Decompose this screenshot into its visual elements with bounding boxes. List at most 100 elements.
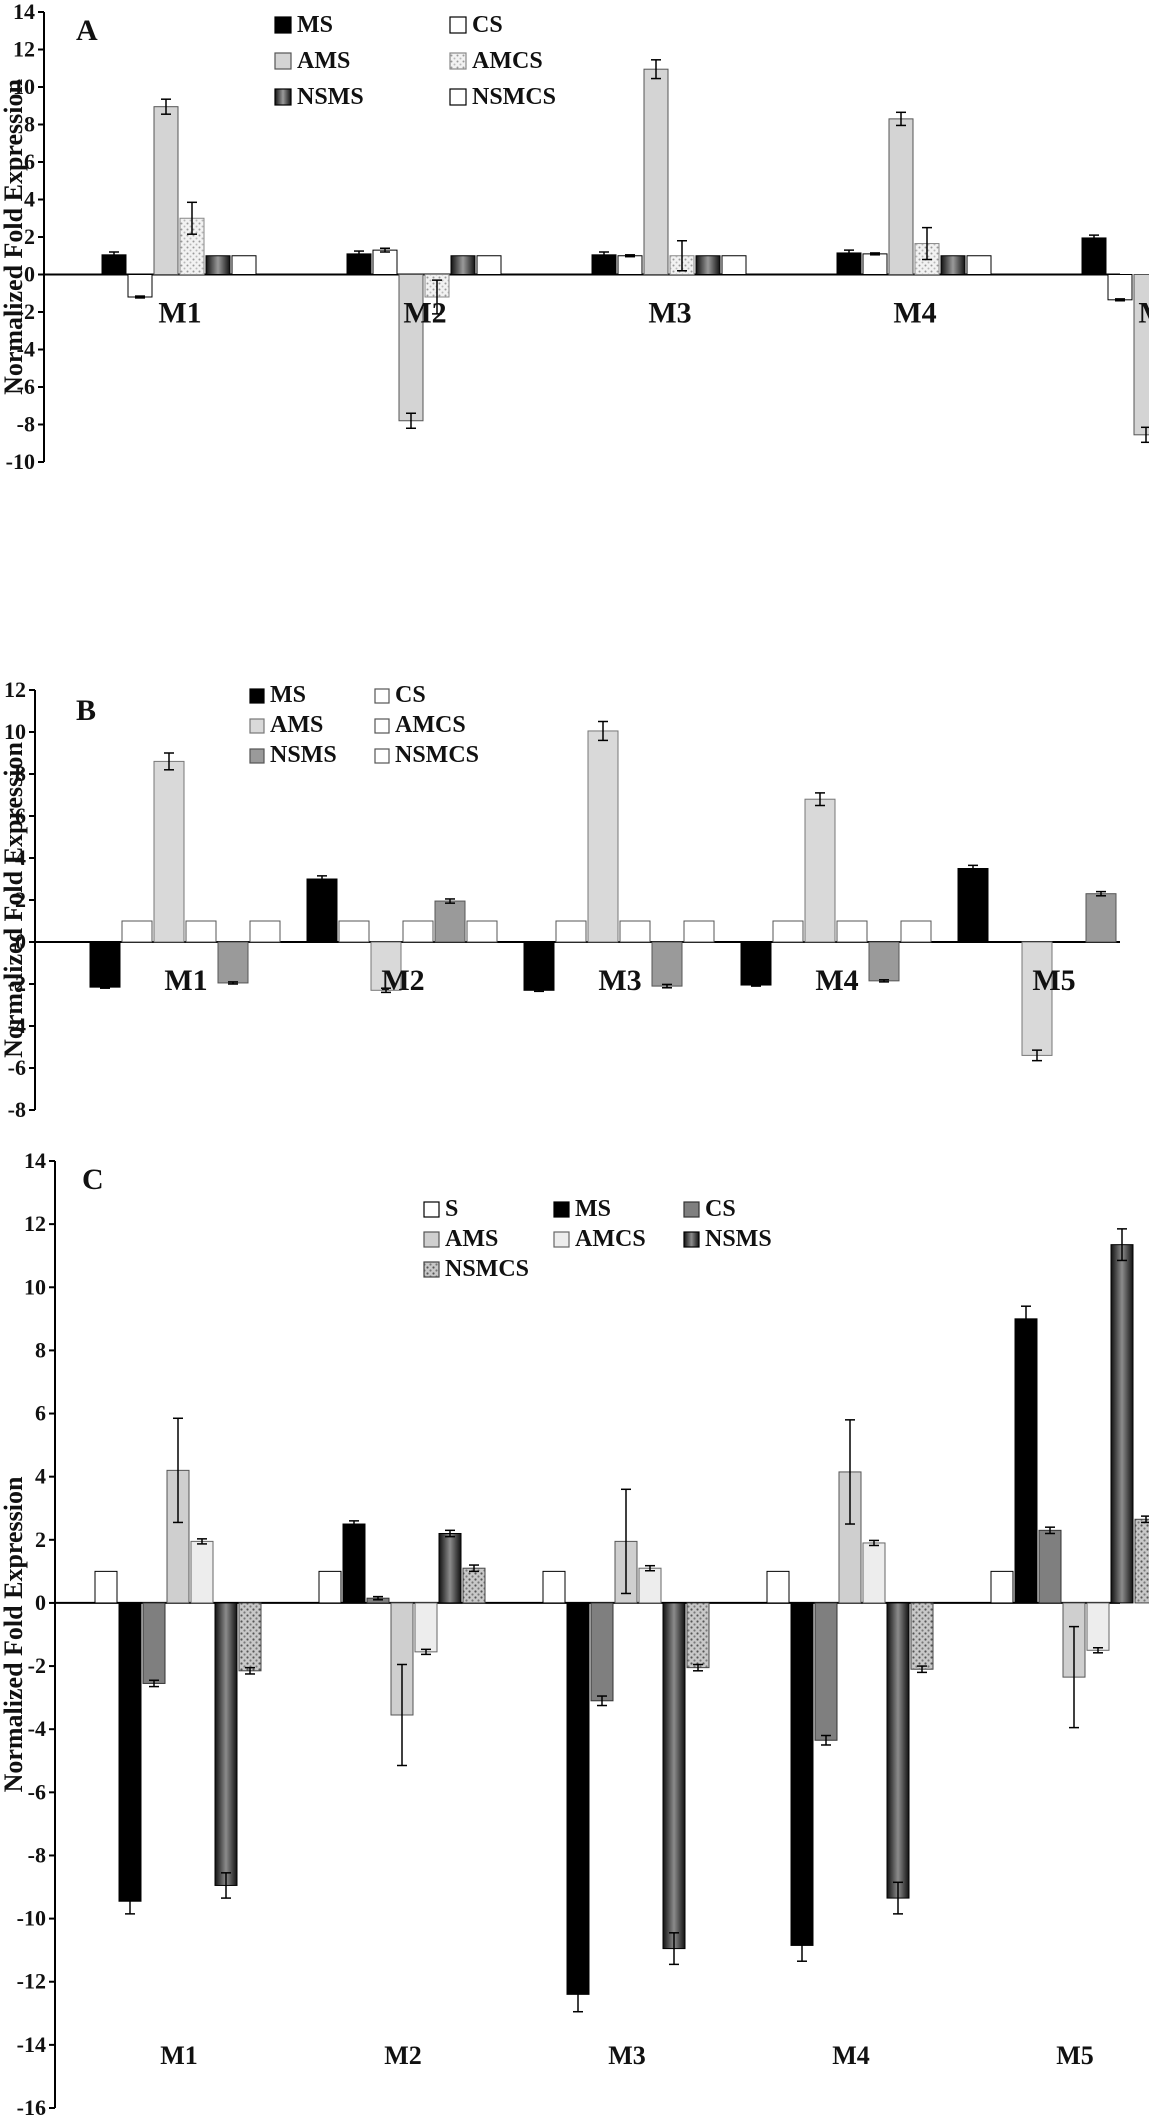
legend-label: NSMS xyxy=(297,84,364,110)
legend-label: NSMCS xyxy=(472,84,556,110)
bar-ams-m1 xyxy=(153,760,185,943)
legend-label: NSMCS xyxy=(445,1256,529,1282)
bar-nsms-m3 xyxy=(662,1602,686,1950)
category-label-m4: M4 xyxy=(893,297,936,330)
y-tick-label: -2 xyxy=(17,299,35,324)
y-tick-label: 8 xyxy=(24,112,35,137)
bar-nsmcs-m3 xyxy=(683,920,715,943)
category-label-m5: M5 xyxy=(1056,2041,1094,2070)
legend-item-ms: MS xyxy=(274,12,333,38)
y-axis-label: Normalized Fold Expression xyxy=(0,79,28,395)
y-tick-label: -10 xyxy=(6,449,35,474)
bar-nsms-m1 xyxy=(205,255,231,275)
bar-cs-m1 xyxy=(142,1602,166,1684)
category-label-m3: M3 xyxy=(608,2041,646,2070)
y-tick-label: 0 xyxy=(24,262,35,287)
bar-group-m3: M3 xyxy=(523,720,715,997)
y-tick-label: -2 xyxy=(28,1653,46,1678)
bar-cs-m5 xyxy=(1038,1529,1062,1604)
bar-nsmcs-m2 xyxy=(462,1567,486,1604)
legend-item-ams: AMS xyxy=(423,1226,498,1252)
bar-cs-m3 xyxy=(590,1602,614,1702)
bar-nsms-m1 xyxy=(217,941,249,984)
category-label-m4: M4 xyxy=(815,964,858,997)
bar-nsms-m2 xyxy=(434,900,466,943)
bar-ams-m4 xyxy=(888,118,914,275)
bar-group-m5: M5 xyxy=(1081,234,1149,444)
bar-group-m2: M2 xyxy=(346,247,502,429)
legend-label: MS xyxy=(297,12,333,38)
legend-swatch xyxy=(249,688,265,704)
bar-nsms-m3 xyxy=(651,941,683,987)
y-tick-label: -4 xyxy=(8,1013,26,1038)
bar-ms-m5 xyxy=(957,868,989,943)
y-tick-label: -10 xyxy=(17,1906,46,1931)
legend-item-nsms: NSMS xyxy=(683,1226,772,1252)
bar-nsms-m5 xyxy=(1085,893,1117,943)
category-label-m4: M4 xyxy=(832,2041,870,2070)
bar-cs-m2 xyxy=(338,920,370,943)
bar-ams-m4 xyxy=(804,798,836,943)
bar-nsms-m3 xyxy=(695,255,721,275)
y-tick-label: 10 xyxy=(13,74,35,99)
y-tick-label: 10 xyxy=(4,719,26,744)
legend-label: AMS xyxy=(297,48,350,74)
chart-panel-c: 14 12 10 8 6 4 2 0 -2 -4 -6 -8 -10 -12 -14 -16 Normalize… xyxy=(0,1148,1149,2120)
y-tick-label: 14 xyxy=(24,1148,46,1173)
bar-nsmcs-m3 xyxy=(721,255,747,275)
legend-item-cs: CS xyxy=(449,12,503,38)
chart-panel-a: 14 12 10 8 6 4 2 0 -2 -4 -6 -8 -10 Normalized Fold Ex… xyxy=(0,0,1149,474)
legend-swatch xyxy=(553,1201,570,1218)
y-tick-label: -6 xyxy=(28,1779,46,1804)
legend-swatch xyxy=(249,748,265,764)
legend-swatch xyxy=(449,52,467,70)
y-tick-label: 12 xyxy=(24,1211,46,1236)
legend-item-ams: AMS xyxy=(249,712,323,738)
y-tick-label: -6 xyxy=(8,1055,26,1080)
category-label-m3: M3 xyxy=(648,297,691,330)
category-label-m2: M2 xyxy=(403,297,446,330)
legend-label: MS xyxy=(270,682,306,708)
bar-ms-m1 xyxy=(89,941,121,988)
panel-label: C xyxy=(82,1163,104,1196)
bar-ams-m3 xyxy=(643,68,669,275)
legend-item-nsmcs: NSMCS xyxy=(423,1256,529,1282)
y-axis-label: Normalized Fold Expression xyxy=(0,1476,28,1792)
legend-swatch xyxy=(274,88,292,106)
legend-swatch xyxy=(374,718,390,734)
legend-swatch xyxy=(374,748,390,764)
bar-nsms-m2 xyxy=(438,1532,462,1604)
chart-panel-b: 12 10 8 6 4 2 0 -2 -4 -6 -8 Normalized Fold Express… xyxy=(0,677,1120,1122)
bar-s-m1 xyxy=(94,1570,118,1604)
bar-group-m5: M5 xyxy=(957,864,1117,1062)
bar-ms-m2 xyxy=(306,878,338,943)
legend: MS CS AMS AMCS NSMS NSMCS xyxy=(274,12,556,110)
y-tick-label: 4 xyxy=(35,1464,46,1489)
legend-item-nsmcs: NSMCS xyxy=(449,84,556,110)
bar-group-m2: M2 xyxy=(306,875,498,997)
y-tick-label: -8 xyxy=(28,1842,46,1867)
legend-swatch xyxy=(249,718,265,734)
bar-group-m4: M4 xyxy=(836,111,992,330)
bar-cs-m3 xyxy=(617,255,643,275)
bar-group-m1: M1 xyxy=(89,752,281,997)
y-tick-label: 4 xyxy=(24,187,35,212)
category-label-m1: M1 xyxy=(158,297,201,330)
bar-s-m2 xyxy=(318,1570,342,1604)
legend-item-s: S xyxy=(423,1196,458,1222)
bar-group-m1: M1 xyxy=(94,1417,262,2070)
y-tick-label: -6 xyxy=(17,374,35,399)
bar-cs-m4 xyxy=(772,920,804,943)
bar-amcs-m3 xyxy=(619,920,651,943)
legend-label: MS xyxy=(575,1196,611,1222)
legend-label: CS xyxy=(395,682,426,708)
legend-label: NSMCS xyxy=(395,742,479,768)
y-tick-label: 2 xyxy=(35,1527,46,1552)
y-tick-label: -4 xyxy=(17,337,35,362)
legend-swatch xyxy=(423,1201,440,1218)
bar-amcs-m4 xyxy=(862,1542,886,1604)
legend-swatch xyxy=(449,16,467,34)
y-tick-label: -16 xyxy=(17,2095,46,2120)
bar-nsmcs-m1 xyxy=(249,920,281,943)
